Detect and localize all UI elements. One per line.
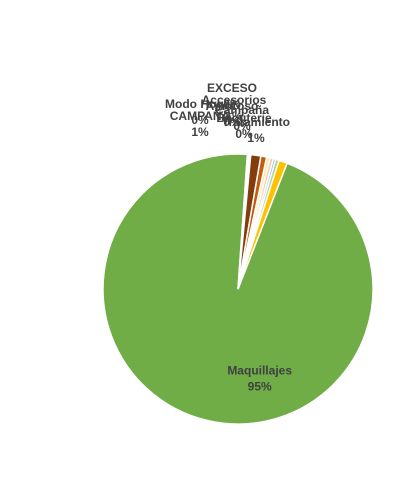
pie-label-name: CAMPAÑA (170, 108, 231, 123)
pie-slices (102, 153, 374, 425)
pie-label-value: 0% (191, 113, 209, 127)
pie-label-value: 1% (247, 131, 265, 145)
pie-label-name: Amoroso (206, 99, 259, 113)
pie-label-name: Bijouterie (216, 111, 272, 125)
pie-label-value: 0% (223, 97, 241, 111)
pie-label-maquillajes: Maquillajes 95% (227, 364, 292, 394)
pie-label-name: Maquillajes (227, 364, 292, 378)
pie-label-name: Modo Hogar (165, 97, 235, 111)
pie-label-value: 1% (191, 125, 209, 139)
pie-label-value: 1% (225, 109, 243, 123)
pie-label-value: 0% (235, 127, 253, 141)
pie-label-exceso: EXCESO 0% (207, 81, 257, 111)
pie-label-name: Tratamiento (222, 115, 290, 129)
pie-label-value: 0% (233, 119, 251, 133)
pie-label-tratamiento: Tratamiento 1% (222, 115, 290, 145)
pie-label-modo-hogar: Modo Hogar 0% (165, 97, 235, 127)
pie-label-name: EXCESO (207, 81, 257, 95)
pie-label-name: Accesorios (202, 93, 267, 107)
pie-label-accesorios: Accesorios 1% (202, 93, 267, 123)
pie-label-campana: CAMPAÑA 1% (170, 108, 231, 139)
pie-label-name: Campaña (215, 103, 269, 117)
pie-label-value: 95% (248, 380, 272, 394)
pie-slice-tratamiento (237, 159, 289, 290)
pie-label-value: 0% (223, 115, 241, 129)
